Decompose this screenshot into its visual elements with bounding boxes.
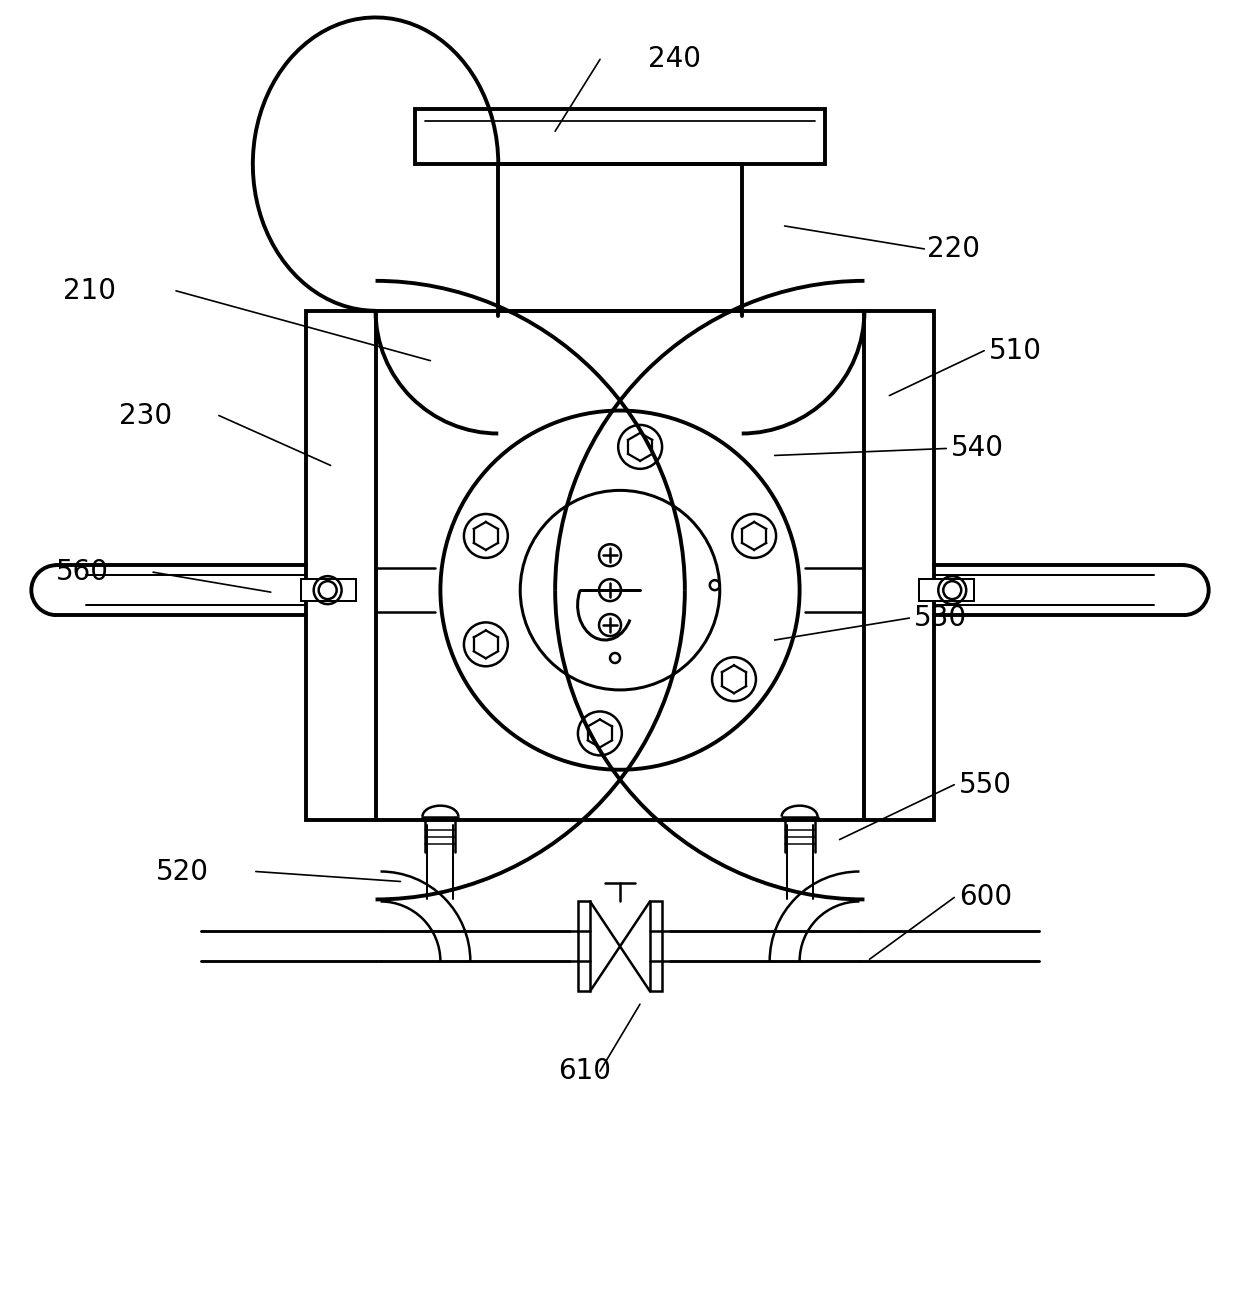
Text: 240: 240 — [649, 46, 701, 73]
Text: 600: 600 — [960, 883, 1012, 912]
Bar — [864, 310, 934, 820]
Text: 510: 510 — [990, 337, 1042, 364]
Text: 560: 560 — [56, 558, 109, 586]
Bar — [415, 109, 825, 164]
Text: 210: 210 — [63, 276, 117, 305]
Bar — [498, 164, 742, 310]
Bar — [301, 579, 356, 601]
Bar — [306, 310, 376, 820]
Text: 220: 220 — [928, 234, 981, 263]
Text: 610: 610 — [558, 1057, 611, 1085]
Text: 540: 540 — [951, 435, 1004, 462]
Text: 530: 530 — [914, 604, 967, 633]
Bar — [578, 901, 590, 992]
Text: 520: 520 — [156, 858, 210, 886]
Text: 550: 550 — [960, 770, 1012, 799]
Bar — [919, 579, 975, 601]
Text: 230: 230 — [119, 402, 172, 430]
Bar — [650, 901, 662, 992]
